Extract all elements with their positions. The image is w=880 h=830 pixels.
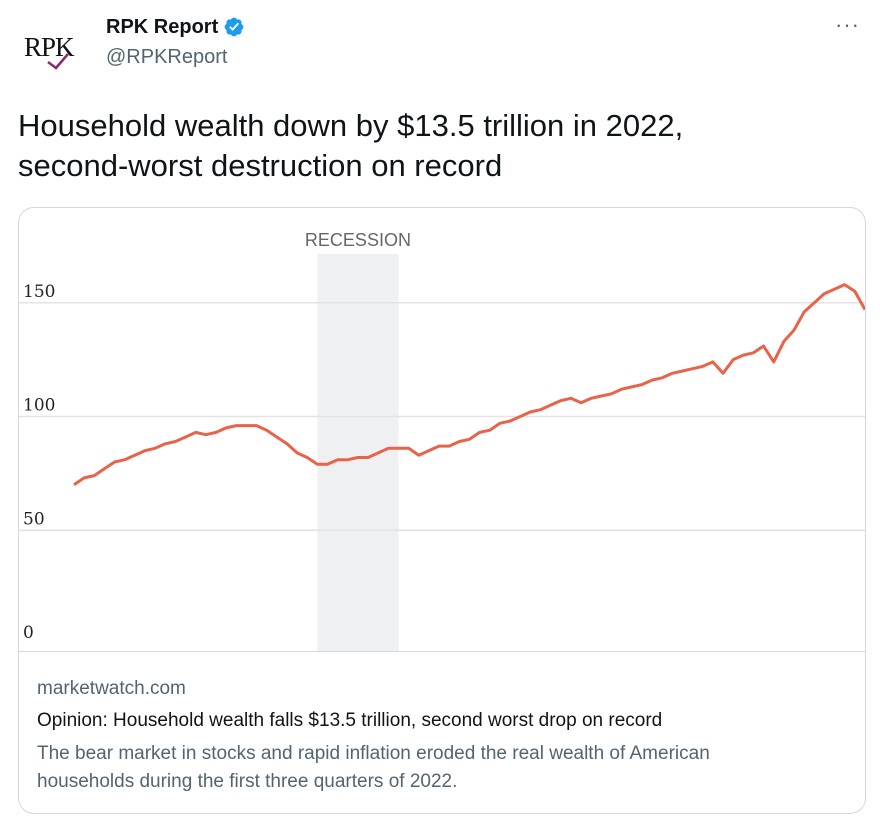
card-info: marketwatch.com Opinion: Household wealt… — [19, 651, 865, 813]
wealth-series-line — [73, 283, 865, 487]
display-name[interactable]: RPK Report — [106, 15, 219, 38]
household-wealth-chart: RECESSION 0 50 100 150 — [19, 230, 865, 651]
recession-label: RECESSION — [305, 230, 411, 250]
y-tick-label: 0 — [23, 623, 34, 643]
link-card[interactable]: RECESSION 0 50 100 150 marketwatch.com Opini… — [18, 207, 866, 814]
more-options-icon[interactable]: ··· — [835, 12, 860, 37]
y-tick-label: 50 — [23, 509, 45, 529]
card-description: The bear market in stocks and rapid infl… — [37, 740, 857, 796]
tweet-text-line: second-worst destruction on record — [18, 148, 503, 183]
y-tick-label: 100 — [23, 396, 55, 416]
card-description-line: households during the first three quarte… — [37, 771, 458, 792]
tweet-text-line: Household wealth down by $13.5 trillion … — [18, 108, 684, 143]
card-title: Opinion: Household wealth falls $13.5 tr… — [37, 710, 663, 731]
card-description-line: The bear market in stocks and rapid infl… — [37, 743, 710, 764]
avatar[interactable]: RPK — [18, 14, 82, 78]
recession-band — [317, 254, 399, 651]
name-row: RPK Report — [106, 14, 245, 40]
y-tick-label: 150 — [23, 282, 55, 302]
card-domain: marketwatch.com — [37, 678, 186, 699]
tweet-text: Household wealth down by $13.5 trillion … — [18, 106, 858, 186]
tweet-header: RPK RPK Report @RPKReport ··· — [0, 0, 880, 90]
chart-image: RECESSION 0 50 100 150 — [19, 208, 865, 651]
user-handle[interactable]: @RPKReport — [106, 46, 228, 68]
verified-badge-icon — [224, 17, 244, 37]
avatar-check-mark — [47, 53, 69, 70]
